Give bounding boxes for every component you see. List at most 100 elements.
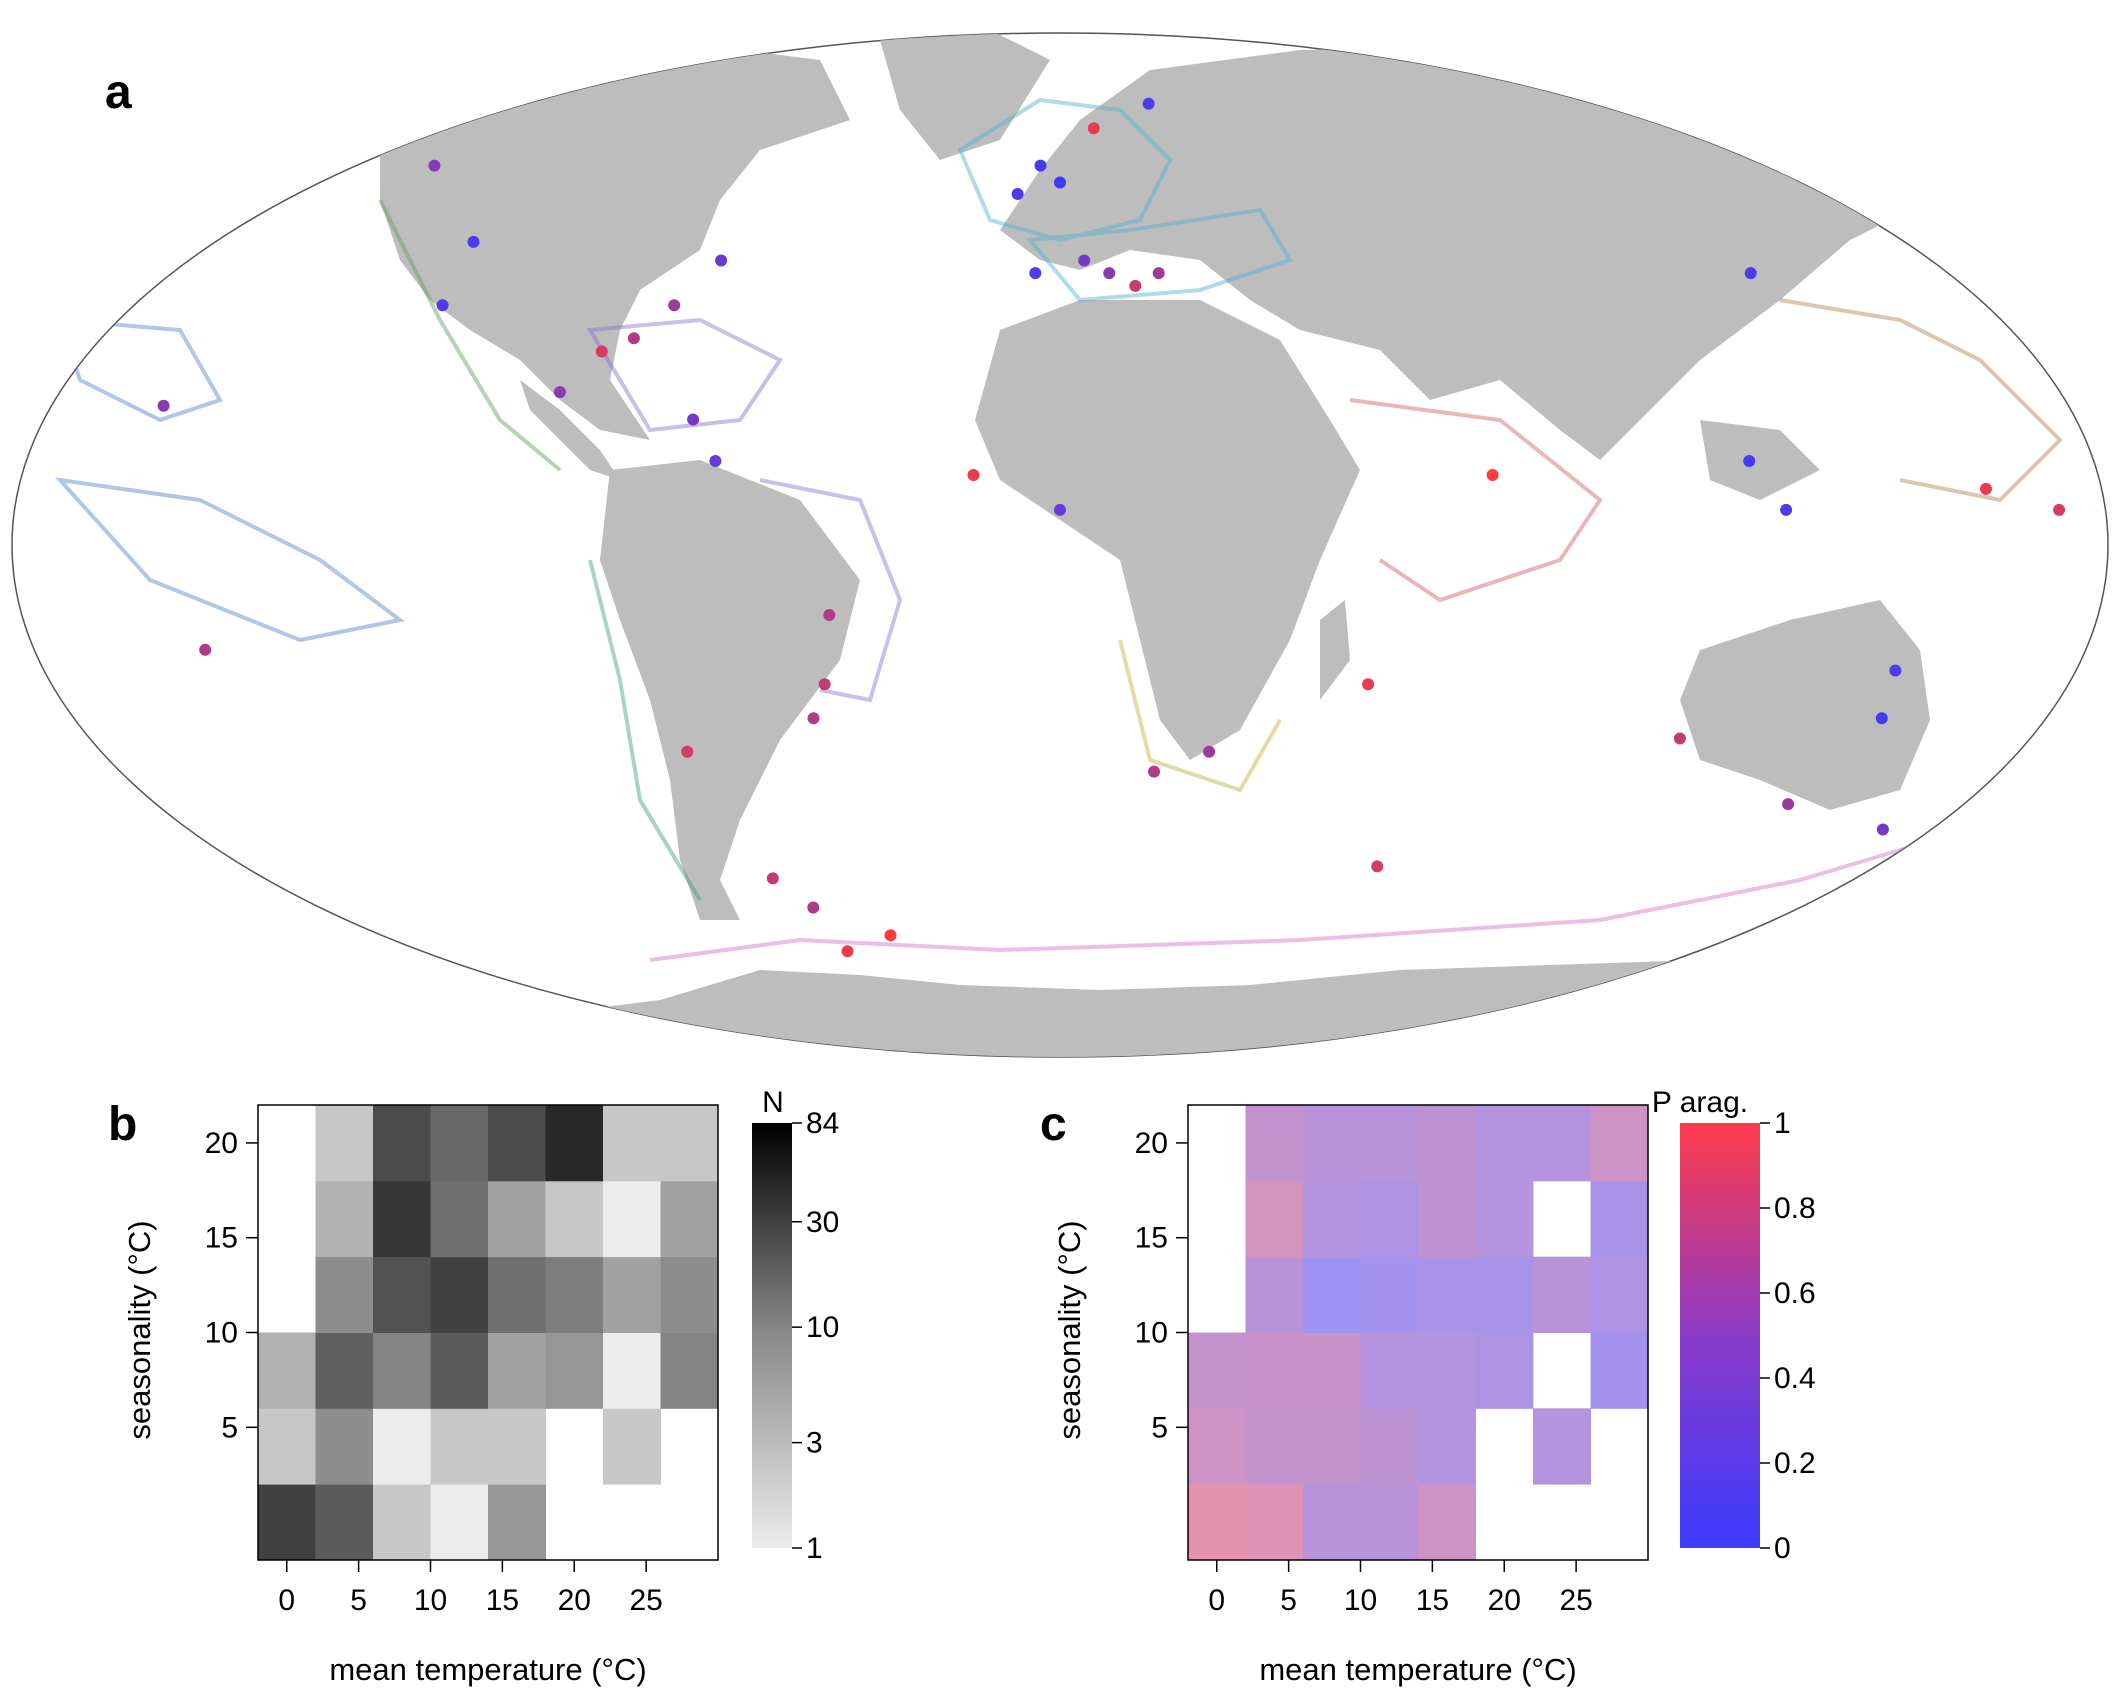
x-tick-label: 20: [1488, 1584, 1521, 1617]
map-point: [1078, 254, 1091, 267]
heatmap-cell: [603, 1332, 661, 1409]
heatmap-cell: [1188, 1332, 1246, 1409]
heatmap-cell: [1475, 1332, 1534, 1409]
heatmap-c-cells: [1188, 1105, 1649, 1561]
map-point: [884, 929, 897, 942]
map-point: [1011, 188, 1024, 200]
heatmap-cell: [1360, 1332, 1419, 1409]
heatmap-cell: [1303, 1484, 1361, 1561]
heatmap-cell: [660, 1180, 719, 1258]
colorbar-b-title: N: [762, 1086, 784, 1119]
heatmap-cell: [1360, 1256, 1419, 1333]
map-point: [818, 678, 831, 691]
map-point: [841, 945, 854, 958]
map-point: [1029, 267, 1042, 280]
heatmap-cell: [1245, 1180, 1304, 1258]
heatmap-cell: [545, 1105, 604, 1182]
map-panel: a: [11, 32, 2109, 1058]
heatmap-cell: [1418, 1408, 1476, 1485]
colorbar-c-title: P arag.: [1652, 1086, 1748, 1119]
eurasia: [1000, 45, 1960, 460]
map-point: [1054, 503, 1066, 516]
heatmap-cell: [373, 1180, 431, 1258]
x-tick-label: 25: [629, 1584, 662, 1617]
heatmap-c-axes: 0 5 10 15 20 25 5 10 15 20: [1135, 1127, 1593, 1617]
colorbar-tick-label: 10: [806, 1311, 839, 1344]
map-point: [1673, 732, 1686, 745]
south-america: [600, 460, 860, 920]
heatmap-cell: [373, 1105, 431, 1182]
heatmap-cell: [1418, 1180, 1476, 1258]
map-point: [553, 386, 566, 399]
colorbar-tick-label: 0.6: [1774, 1277, 1816, 1310]
heatmap-cell: [1590, 1256, 1649, 1333]
y-tick-label: 15: [1135, 1222, 1168, 1255]
heatmap-cell: [1418, 1332, 1476, 1409]
ylabel-b: seasonality (°C): [122, 1220, 157, 1439]
heatmap-cell: [315, 1180, 374, 1258]
heatmap-cell: [315, 1256, 374, 1333]
heatmap-cell: [430, 1408, 489, 1485]
heatmap-cell: [1360, 1484, 1419, 1561]
heatmap-cell: [1418, 1256, 1476, 1333]
heatmap-cell: [430, 1105, 489, 1182]
heatmap-cell: [1360, 1105, 1419, 1182]
heatmap-cell: [1360, 1180, 1419, 1258]
outline-south-africa: [1118, 639, 1282, 793]
map-point: [681, 745, 694, 758]
map-point: [627, 332, 640, 345]
outline-caribbean: [586, 317, 783, 433]
heatmap-cell: [430, 1484, 489, 1561]
heatmap-cell: [258, 1408, 316, 1485]
heatmap-cell: [1303, 1256, 1361, 1333]
heatmap-cell: [488, 1256, 546, 1333]
map-point: [1152, 267, 1165, 280]
x-tick-label: 20: [558, 1584, 591, 1617]
y-tick-label: 5: [1151, 1411, 1168, 1444]
colorbar-tick-label: 0.2: [1774, 1447, 1816, 1480]
map-point: [1362, 678, 1375, 691]
heatmap-cell: [603, 1180, 661, 1258]
map-point: [807, 712, 820, 725]
colorbar-tick-label: 30: [806, 1206, 839, 1239]
map-point: [595, 345, 608, 358]
heatmap-cell: [1360, 1408, 1419, 1485]
heatmap-cell: [1303, 1408, 1361, 1485]
x-tick-label: 10: [414, 1584, 447, 1617]
heatmap-cell: [1590, 1180, 1649, 1258]
xlabel-c: mean temperature (°C): [1259, 1652, 1576, 1687]
heatmap-cell: [373, 1256, 431, 1333]
heatmap-cell: [1533, 1256, 1591, 1333]
map-point: [1129, 279, 1142, 292]
panel-label-a: a: [105, 66, 132, 119]
greenland: [880, 33, 1050, 160]
x-tick-label: 5: [1280, 1584, 1297, 1617]
map-point: [687, 413, 700, 426]
panel-b: b 0 5 10 15 20 25 5 10 15 20 mean temperature (°C…: [108, 1086, 839, 1687]
heatmap-cell: [1475, 1180, 1534, 1258]
y-tick-label: 20: [205, 1127, 238, 1160]
heatmap-cell: [545, 1256, 604, 1333]
map-point: [1486, 469, 1499, 481]
heatmap-b-axes: 0 5 10 15 20 25 5 10 15 20: [205, 1127, 663, 1617]
map-point: [467, 235, 480, 248]
heatmap-cell: [660, 1256, 719, 1333]
x-tick-label: 25: [1559, 1584, 1592, 1617]
map-point: [199, 643, 212, 656]
outline-west-pacific: [1779, 298, 2063, 503]
heatmap-cell: [488, 1105, 546, 1182]
heatmap-cell: [603, 1105, 661, 1182]
heatmap-cell: [315, 1484, 374, 1561]
heatmap-cell: [430, 1180, 489, 1258]
colorbar-b: [752, 1123, 792, 1548]
x-tick-label: 0: [278, 1584, 295, 1617]
map-point: [766, 872, 779, 885]
heatmap-cell: [660, 1332, 719, 1409]
map-point: [1875, 712, 1888, 725]
heatmap-cell: [1590, 1332, 1649, 1409]
x-tick-label: 15: [486, 1584, 519, 1617]
heatmap-cell: [258, 1332, 316, 1409]
heatmap-cell: [545, 1180, 604, 1258]
map-point: [1054, 176, 1066, 189]
heatmap-cell: [1303, 1180, 1361, 1258]
